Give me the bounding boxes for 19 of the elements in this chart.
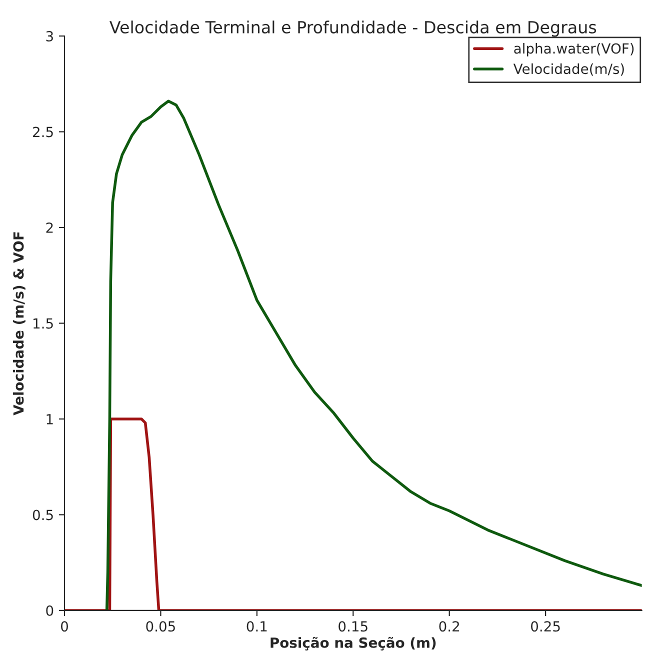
line-series: [105, 100, 642, 610]
x-tick-label: 0: [60, 621, 68, 632]
x-tick-label: 0.1: [246, 621, 267, 632]
y-tick-label: 0.5: [32, 510, 53, 520]
y-tick-label: 0: [46, 605, 54, 616]
y-tick-label: 3: [46, 30, 53, 42]
x-tick-label: 0.25: [531, 621, 560, 632]
y-tick-label: 1: [46, 414, 53, 424]
x-tick-label: 0.05: [146, 621, 175, 632]
y-tick-label: 2.5: [33, 126, 53, 138]
y-tick-label: 2: [46, 222, 53, 233]
x-tick-label: 0.2: [439, 621, 460, 632]
legend-label: Velocidade(m/s): [513, 63, 624, 76]
x-axis-title: Posição na Seção (m): [270, 636, 436, 650]
chart-title: Velocidade Terminal e Profundidade - Descida em Degraus: [110, 20, 596, 37]
legend-label: alpha.water(VOF): [514, 42, 634, 56]
y-tick-label: 1.5: [34, 318, 53, 329]
y-axis-title: Velocidade (m/s) & VOF: [13, 232, 26, 416]
x-tick-label: 0.15: [338, 621, 368, 632]
